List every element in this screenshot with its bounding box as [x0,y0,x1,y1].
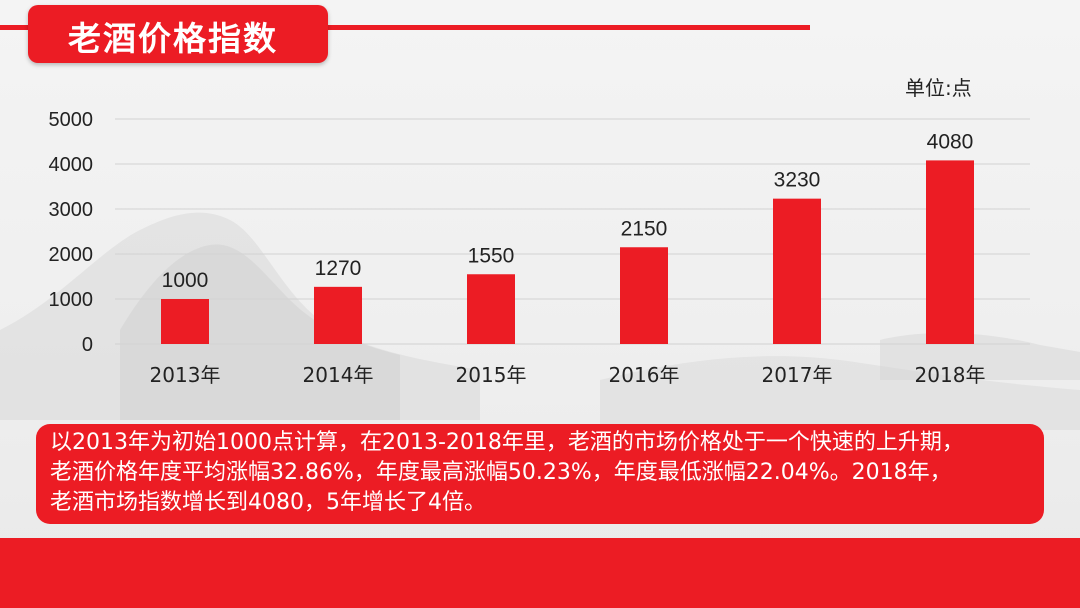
footer-band [0,538,1080,608]
title-rule [0,25,810,30]
y-tick-label: 2000 [49,244,94,266]
y-tick-label: 0 [82,334,93,356]
summary-line-1: 以2013年为初始1000点计算，在2013-2018年里，老酒的市场价格处于一… [50,430,964,455]
title-badge [28,5,328,63]
bar [620,247,668,344]
y-tick-label: 3000 [49,199,94,221]
bar-value-label: 2150 [621,217,668,240]
bar [314,286,362,344]
summary-line-2: 老酒价格年度平均涨幅32.86%，年度最高涨幅50.23%，年度最低涨幅22.0… [50,460,952,485]
summary-box [36,424,1044,524]
page-title: 老酒价格指数 [68,19,278,58]
unit-label: 单位:点 [905,76,972,100]
y-tick-label: 5000 [49,109,94,131]
bar [773,198,821,344]
x-tick-label: 2013年 [150,363,221,387]
bar [467,274,515,344]
bar-value-label: 1550 [468,244,515,267]
bar [926,160,974,344]
bar-chart: 0 1000 2000 3000 4000 5000 1000 2013年 1270 2014年 1… [49,109,1030,387]
bar-value-label: 1270 [315,257,362,280]
bar [161,299,209,344]
y-tick-label: 1000 [49,289,94,311]
summary-text: 以2013年为初始1000点计算，在2013-2018年里，老酒的市场价格处于一… [50,428,1050,518]
bar-value-label: 1000 [162,269,209,292]
x-tick-label: 2018年 [915,363,986,387]
summary-line-3: 老酒市场指数增长到4080，5年增长了4倍。 [50,490,486,515]
x-tick-label: 2014年 [303,363,374,387]
bar-value-label: 4080 [927,130,974,153]
x-tick-label: 2017年 [762,363,833,387]
x-tick-label: 2015年 [456,363,527,387]
bar-value-label: 3230 [774,169,821,192]
x-tick-label: 2016年 [609,363,680,387]
y-tick-label: 4000 [49,154,94,176]
